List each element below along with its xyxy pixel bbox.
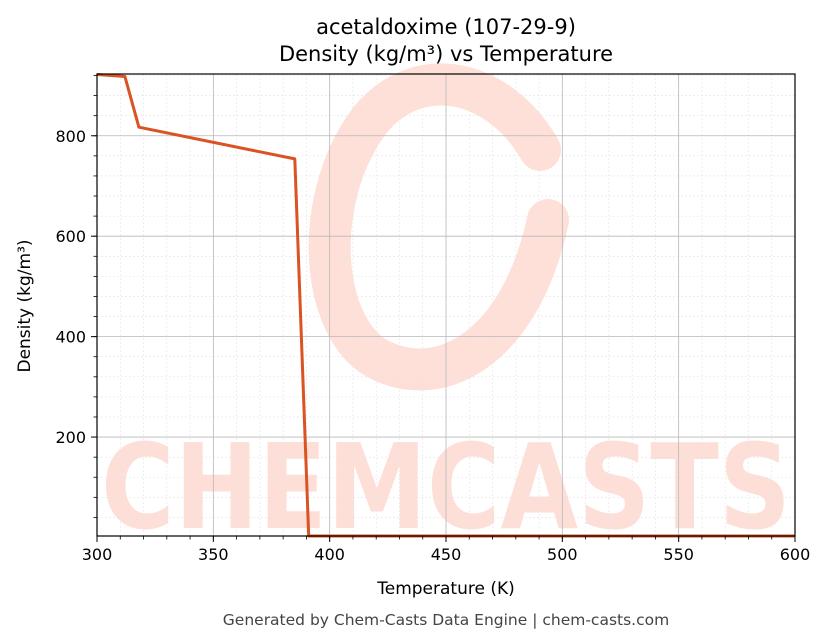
x-tick-label: 600 [780,545,811,564]
x-axis-label: Temperature (K) [376,579,515,599]
x-tick-label: 300 [82,545,113,564]
x-tick-label: 500 [547,545,578,564]
y-tick-label: 200 [55,428,86,447]
x-tick-label: 550 [663,545,694,564]
y-axis-ticks: 200 400 600 800 [55,75,97,518]
watermark-c-arc [308,63,569,391]
y-tick-label: 400 [55,328,86,347]
x-tick-label: 400 [314,545,345,564]
x-axis-ticks: 300 350 400 450 500 550 600 [82,536,811,564]
chart-subtitle: Density (kg/m³) vs Temperature [279,42,613,66]
y-axis-label: Density (kg/m³) [15,239,35,372]
x-tick-label: 350 [198,545,229,564]
y-tick-label: 800 [55,127,86,146]
footer-text: Generated by Chem-Casts Data Engine | ch… [223,611,669,629]
major-grid [96,74,796,536]
x-tick-label: 450 [431,545,462,564]
y-tick-label: 600 [55,227,86,246]
chart-title: acetaldoxime (107-29-9) [316,15,576,39]
